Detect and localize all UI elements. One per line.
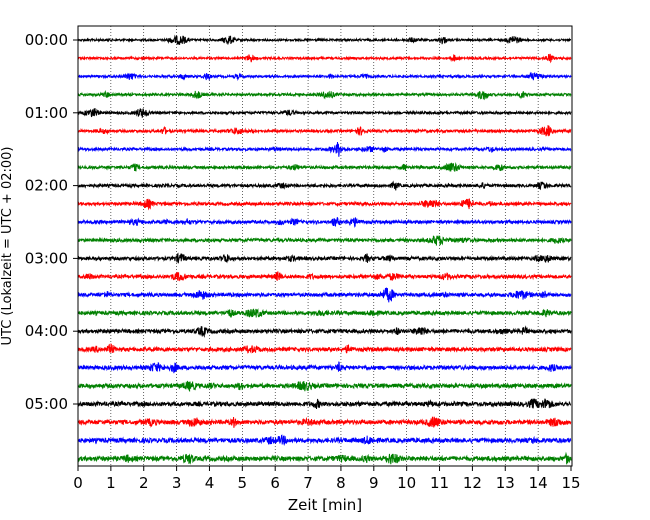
y-axis-label: UTC (Lokalzeit = UTC + 02:00): [0, 147, 15, 346]
x-tick-label-8: 8: [336, 474, 346, 492]
y-tick-label-1: 01:00: [25, 104, 68, 122]
plot-frame: [77, 25, 573, 467]
x-tick-label-15: 15: [561, 474, 580, 492]
trace-0330: [77, 287, 572, 303]
trace-0415: [77, 343, 572, 354]
y-axis-ticks: 00:00 01:00 02:00 03:00 04:00 05:00: [25, 31, 78, 413]
y-tick-label-4: 04:00: [25, 322, 68, 340]
trace-0100: [77, 108, 572, 118]
x-tick-label-6: 6: [270, 474, 280, 492]
trace-0400: [77, 325, 572, 338]
x-tick-label-2: 2: [139, 474, 149, 492]
trace-0230: [77, 216, 572, 228]
trace-0515: [77, 416, 572, 428]
x-tick-label-10: 10: [397, 474, 416, 492]
x-tick-label-7: 7: [303, 474, 313, 492]
trace-0115: [77, 125, 572, 137]
x-tick-label-5: 5: [238, 474, 248, 492]
y-tick-label-3: 03:00: [25, 249, 68, 267]
x-tick-label-1: 1: [106, 474, 116, 492]
x-tick-label-11: 11: [430, 474, 449, 492]
trace-0345: [77, 308, 572, 318]
trace-0530: [77, 434, 572, 446]
trace-0500: [77, 398, 572, 409]
trace-0300: [77, 252, 572, 264]
trace-0200: [77, 180, 572, 191]
trace-0045: [77, 89, 572, 101]
x-axis-ticks: 0 1 2 3 4 5 6 7 8 9 10 11 12 13 14 15: [73, 466, 581, 492]
x-tick-label-0: 0: [73, 474, 83, 492]
x-tick-label-13: 13: [496, 474, 515, 492]
x-tick-label-9: 9: [369, 474, 379, 492]
seismic-traces: [77, 34, 572, 465]
trace-0015: [77, 53, 572, 64]
x-tick-label-14: 14: [529, 474, 548, 492]
y-tick-label-5: 05:00: [25, 395, 68, 413]
y-tick-label-0: 00:00: [25, 31, 68, 49]
x-axis-label: Zeit [min]: [288, 496, 362, 514]
trace-0130: [77, 142, 572, 157]
trace-0545: [77, 451, 572, 465]
vertical-gridlines: [110, 26, 539, 466]
y-tick-label-2: 02:00: [25, 177, 68, 195]
trace-0000: [77, 34, 572, 45]
trace-0445: [77, 380, 572, 393]
x-tick-label-12: 12: [463, 474, 482, 492]
trace-0030: [77, 71, 572, 82]
trace-0315: [77, 271, 572, 282]
trace-0430: [77, 361, 572, 374]
x-tick-label-3: 3: [172, 474, 182, 492]
trace-0245: [77, 235, 572, 246]
trace-0145: [77, 162, 572, 173]
trace-0215: [77, 198, 572, 211]
x-tick-label-4: 4: [205, 474, 215, 492]
